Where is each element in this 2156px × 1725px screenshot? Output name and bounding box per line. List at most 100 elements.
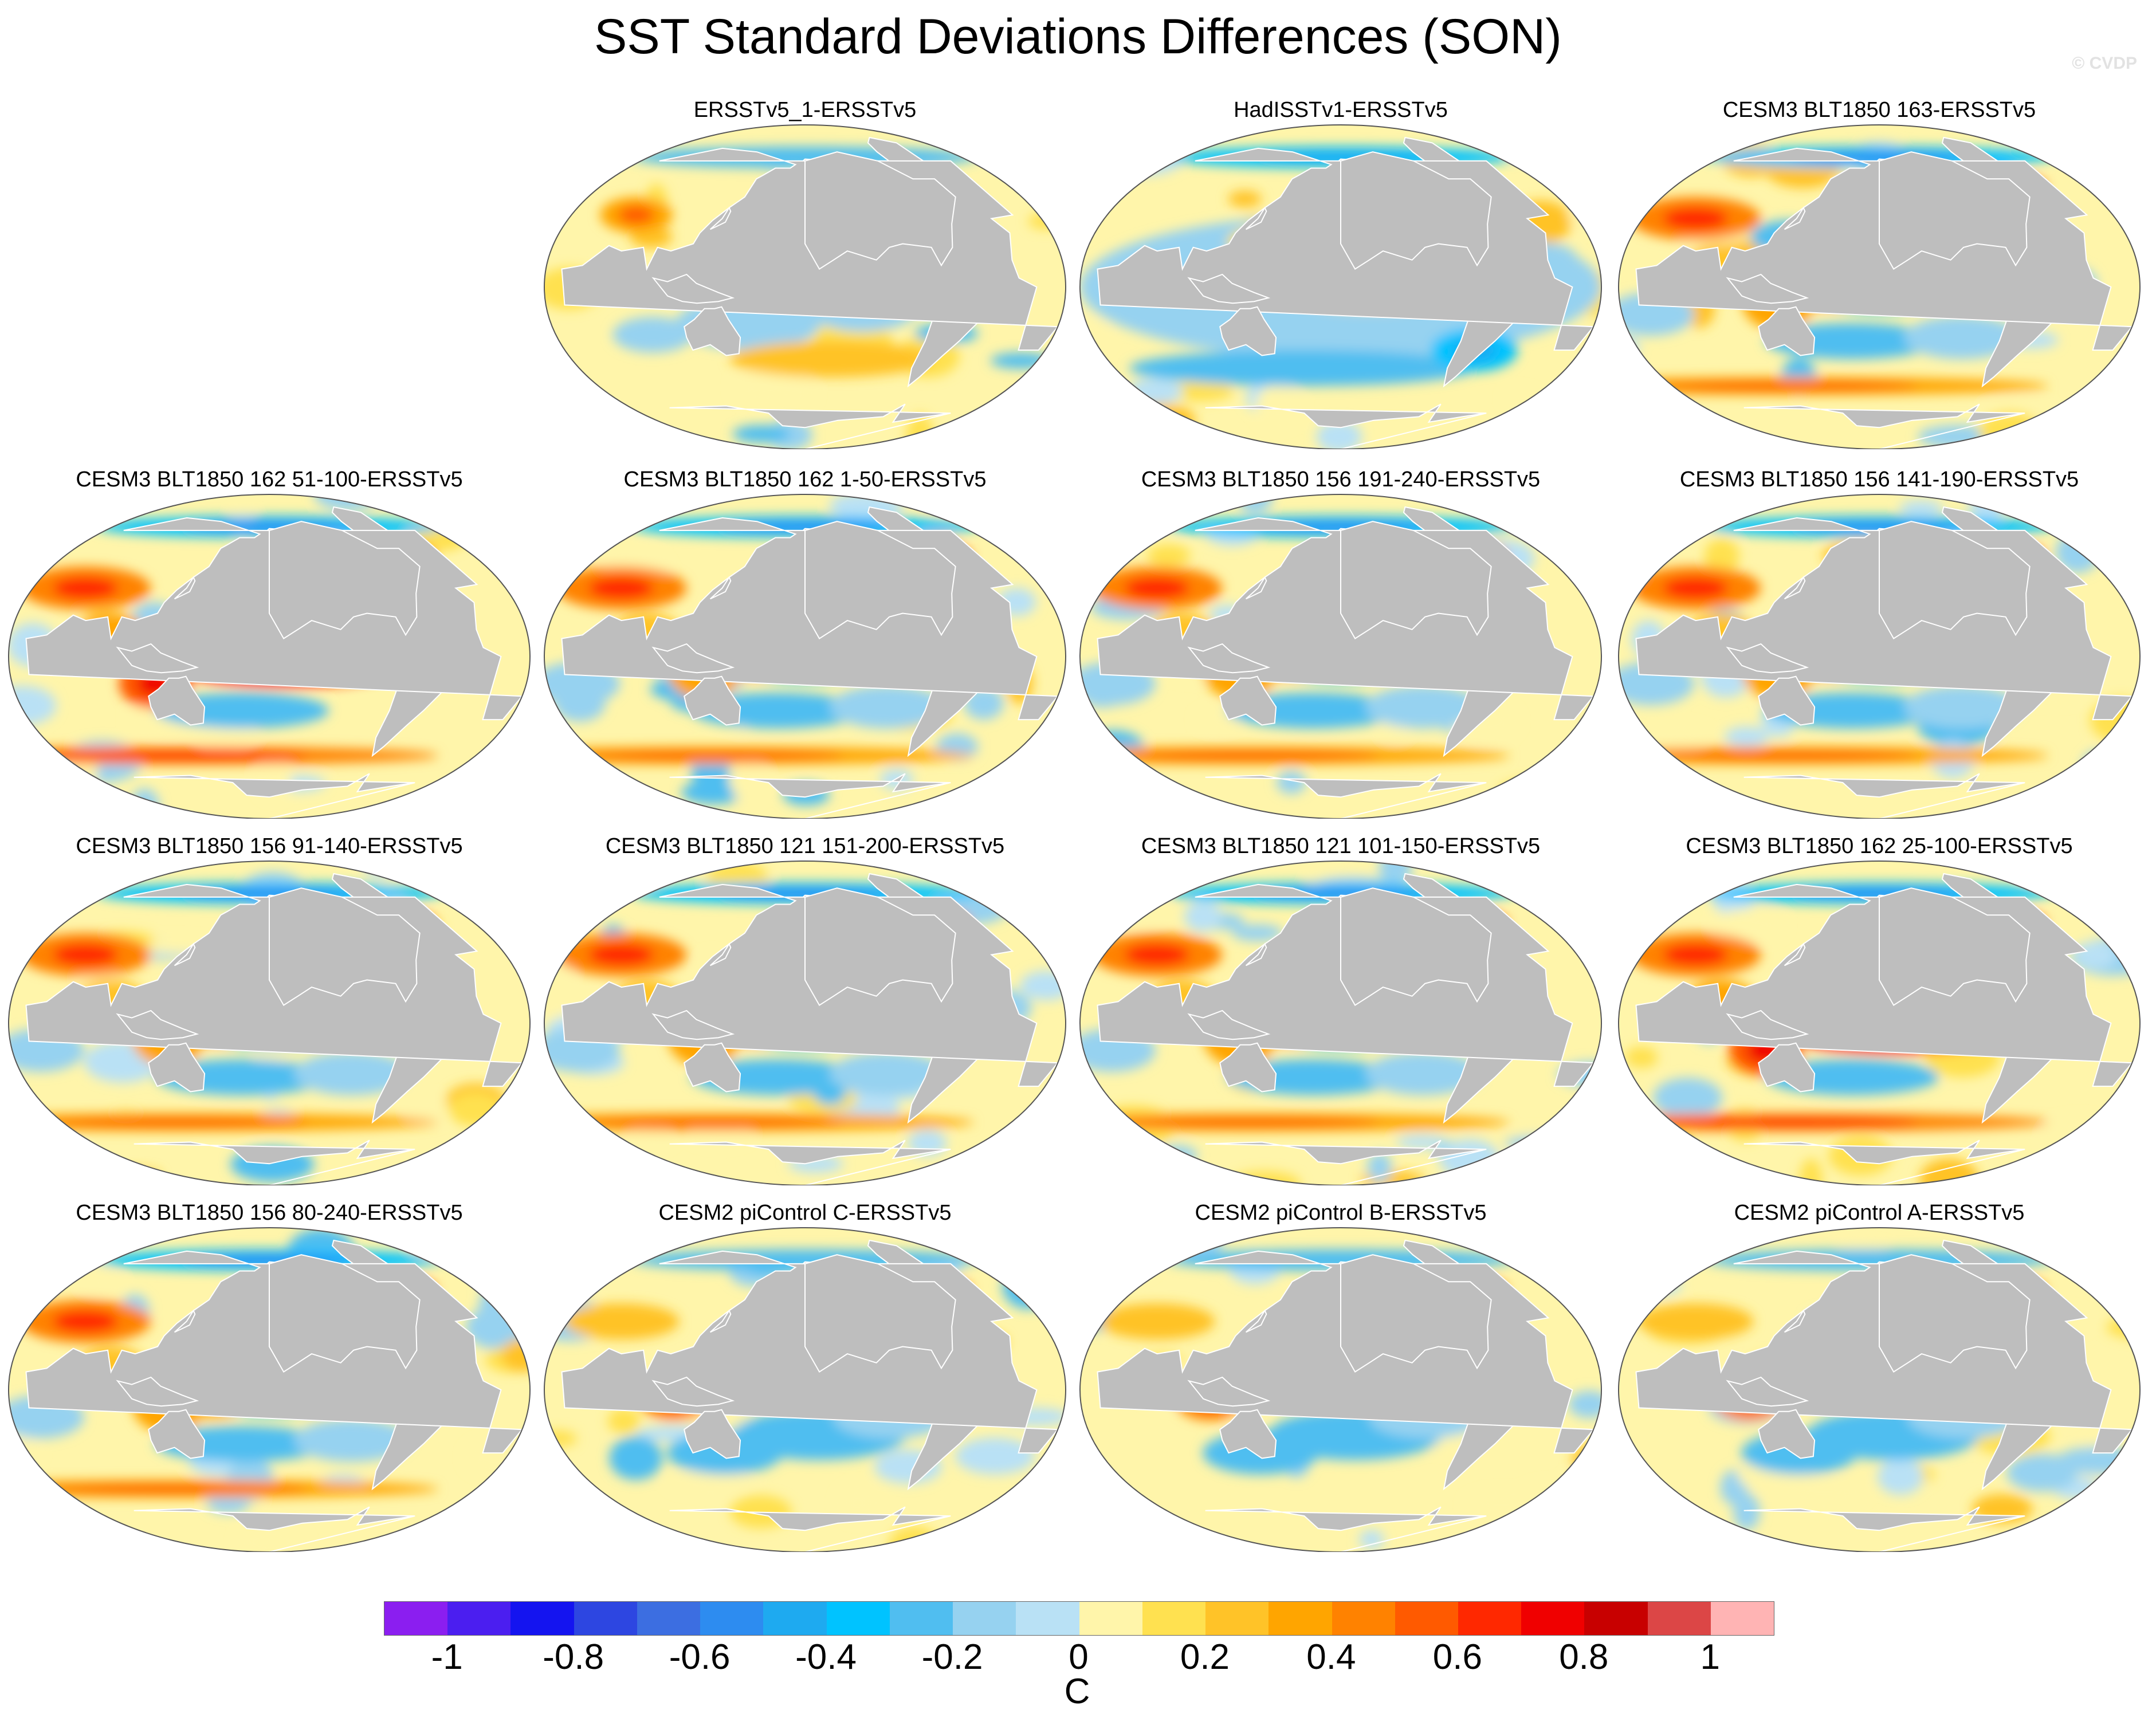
anomaly-blob [1904,685,2020,729]
map-panel: HadISSTv1-ERSSTv5 [1074,97,1607,464]
anomaly-blob [1899,500,1943,516]
anomaly-blob [1733,1493,1760,1531]
sst-difference-map [1079,124,1602,449]
anomaly-blob [1498,779,1574,808]
anomaly-blob [1129,350,1477,386]
anomaly-blob [64,1228,104,1243]
map-panel: CESM2 piControl B-ERSSTv5 [1074,1200,1607,1567]
map-border [544,860,1066,1185]
anomaly-blob [1365,685,1482,729]
land-asia-east [1879,1254,2031,1373]
anomaly-blob [1102,139,1184,175]
anomaly-blob [1535,494,1601,520]
land-australia [1219,306,1277,356]
land-maritime [1726,1009,1809,1040]
anomaly-blob [1080,1231,1131,1275]
anomaly-blob [35,1141,89,1172]
anomaly-core [588,577,654,599]
anomaly-blob [1125,404,1196,436]
land-japan [174,942,196,966]
panel-title: CESM2 piControl A-ERSSTv5 [1734,1201,2025,1225]
anomaly-blob [920,494,986,512]
anomaly-core [1657,382,1918,391]
land-maritime [1187,1376,1271,1407]
land-japan [1245,1309,1267,1333]
panel-title: CESM2 piControl B-ERSSTv5 [1195,1201,1487,1225]
anomaly-blob [1028,213,1063,230]
panel-title: CESM3 BLT1850 156 191-240-ERSSTv5 [1141,467,1541,492]
land-japan [1245,942,1267,966]
anomaly-blob [729,341,933,378]
anomaly-core [47,1118,308,1127]
anomaly-blob [1637,1303,1754,1339]
anomaly-blob [1130,862,1177,887]
land-australia [1758,1409,1816,1459]
anomaly-blob [2075,941,2117,969]
anomaly-blob [732,425,791,443]
anomaly-blob [1184,901,1222,932]
colorbar-swatch [637,1602,701,1635]
colorbar-swatch [953,1602,1016,1635]
anomaly-blob [732,370,796,406]
land-antarctica [133,1506,415,1552]
colorbar-tick-label: 0.8 [1559,1637,1609,1677]
anomaly-blob [2065,1235,2133,1273]
colorbar-swatch [447,1602,511,1635]
land-antarctica [1205,1139,1487,1185]
anomaly-core [1118,1118,1380,1127]
land-australia [684,675,741,726]
land-japan [709,206,732,230]
anomaly-blob [630,1128,673,1148]
land-asia-east [269,521,421,640]
anomaly-core [47,1484,308,1494]
land-australia [148,675,206,726]
anomaly-blob [1359,1530,1384,1549]
anomaly-blob [2084,428,2140,449]
map-panel: CESM3 BLT1850 162 1-50-ERSSTv5 [539,467,1071,834]
anomaly-blob [1147,544,1191,567]
map-border [544,1227,1066,1552]
land-maritime [1726,643,1809,674]
anomaly-blob [1507,137,1533,158]
colorbar-swatch [1521,1602,1585,1635]
colorbar-swatch [1647,1602,1711,1635]
anomaly-blob [2096,544,2140,560]
colorbar-swatch [384,1602,448,1635]
anomaly-blob [2107,1521,2140,1552]
land-japan [1245,206,1267,230]
anomaly-blob [2076,156,2140,174]
anomaly-blob [1080,759,1110,796]
anomaly-blob [1658,1130,1692,1154]
map-panel: CESM3 BLT1850 121 151-200-ERSSTv5 [539,834,1071,1200]
sst-difference-map [544,860,1066,1185]
panel-title: CESM3 BLT1850 156 141-190-ERSSTv5 [1679,467,2079,492]
colorbar-swatch [889,1602,953,1635]
map-panel: CESM3 BLT1850 121 101-150-ERSSTv5 [1074,834,1607,1200]
anomaly-blob [1080,162,1098,189]
anomaly-core [53,577,119,599]
map-panel: CESM2 piControl A-ERSSTv5 [1613,1200,2146,1567]
anomaly-core [1124,577,1190,599]
land-australia [1219,675,1277,726]
land-antarctica [133,1139,415,1185]
map-panel: CESM3 BLT1850 163-ERSSTv5 [1613,97,2146,464]
anomaly-blob [407,1096,447,1124]
anomaly-blob [1276,771,1306,794]
anomaly-blob [1396,1135,1449,1149]
sst-difference-map [1618,124,2141,449]
panel-title: CESM3 BLT1850 121 151-200-ERSSTv5 [605,834,1005,858]
land-australia [1758,1042,1816,1093]
sst-difference-map [1618,494,2141,819]
land-antarctica [669,1139,951,1185]
colorbar-swatch [1584,1602,1648,1635]
anomaly-blob [236,1522,306,1552]
sst-difference-map [1079,1227,1602,1552]
land-asia-east [804,151,956,270]
panel-title: ERSSTv5_1-ERSSTv5 [693,98,917,122]
anomaly-blob [2015,861,2089,882]
sst-difference-map [8,494,531,819]
land-asia-east [269,887,421,1007]
anomaly-blob [1548,770,1601,810]
colorbar-tick-label: -0.8 [543,1637,604,1677]
colorbar-tick-label: 0 [1069,1637,1089,1677]
